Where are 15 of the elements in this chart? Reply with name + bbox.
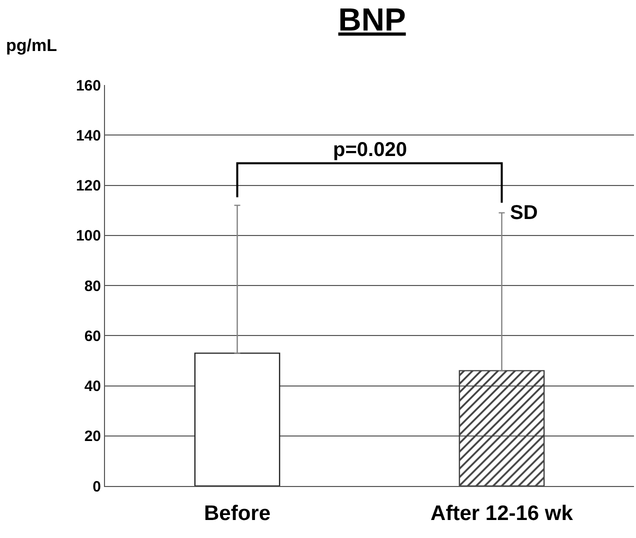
y-tick-label: 140 — [76, 127, 101, 144]
y-tick-label: 60 — [84, 328, 101, 345]
y-tick-label: 40 — [84, 378, 101, 395]
y-tick-label: 20 — [84, 428, 101, 446]
y-tick-label: 100 — [76, 228, 101, 245]
x-tick-label: After 12-16 wk — [430, 502, 574, 526]
annotation: p=0.020 — [333, 139, 407, 161]
y-tick-label: 80 — [84, 278, 101, 295]
y-tick-label: 120 — [76, 178, 101, 194]
annotation: SD — [510, 202, 538, 224]
chart-title: BNP — [338, 1, 406, 38]
x-tick-label: Before — [204, 502, 271, 526]
y-axis-title: pg/mL — [6, 36, 57, 55]
y-tick-label: 0 — [92, 478, 101, 496]
y-tick-label: 160 — [76, 77, 101, 94]
